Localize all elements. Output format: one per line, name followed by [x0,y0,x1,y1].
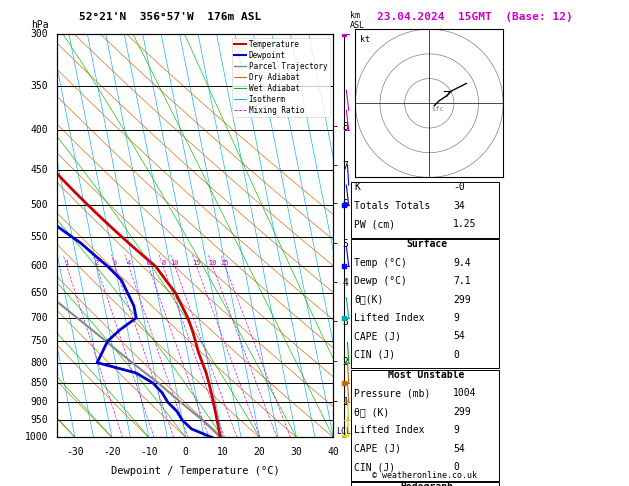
Text: LCL: LCL [336,427,351,436]
Text: 52°21'N  356°57'W  176m ASL: 52°21'N 356°57'W 176m ASL [79,12,261,22]
Text: 2: 2 [94,260,99,266]
Legend: Temperature, Dewpoint, Parcel Trajectory, Dry Adiabat, Wet Adiabat, Isotherm, Mi: Temperature, Dewpoint, Parcel Trajectory… [232,38,330,117]
Text: 700: 700 [31,313,48,323]
Text: 4: 4 [126,260,131,266]
Text: 0: 0 [453,350,459,360]
Text: -0: -0 [453,182,465,192]
Text: 15: 15 [192,260,201,266]
Text: CIN (J): CIN (J) [354,350,395,360]
Text: 25: 25 [221,260,230,266]
Text: 20: 20 [253,448,265,457]
Text: θᴇ(K): θᴇ(K) [354,295,384,305]
Text: θᴇ (K): θᴇ (K) [354,407,389,417]
Text: 450: 450 [31,165,48,175]
Text: sfc: sfc [431,105,445,112]
Text: 400: 400 [31,125,48,136]
Text: 900: 900 [31,397,48,407]
Text: Lifted Index: Lifted Index [354,313,425,323]
Text: 600: 600 [31,261,48,271]
Text: 9: 9 [453,313,459,323]
Text: 1.25: 1.25 [453,219,476,229]
Text: PW (cm): PW (cm) [354,219,395,229]
Text: 800: 800 [31,358,48,367]
Text: 299: 299 [453,407,470,417]
Text: 0: 0 [183,448,189,457]
Text: hPa: hPa [31,20,48,30]
Text: 3: 3 [113,260,117,266]
Text: 9.4: 9.4 [453,258,470,268]
Text: 1: 1 [65,260,69,266]
Text: km
ASL: km ASL [350,11,365,30]
Text: 850: 850 [31,378,48,388]
Text: 950: 950 [31,415,48,425]
Text: © weatheronline.co.uk: © weatheronline.co.uk [372,471,477,480]
Text: 1004: 1004 [453,388,476,399]
Text: 0: 0 [453,462,459,472]
Text: -10: -10 [140,448,158,457]
Text: CAPE (J): CAPE (J) [354,444,401,454]
Text: 40: 40 [328,448,339,457]
Text: 650: 650 [31,288,48,298]
Text: Dewp (°C): Dewp (°C) [354,276,407,286]
Text: 23.04.2024  15GMT  (Base: 12): 23.04.2024 15GMT (Base: 12) [377,12,573,22]
Text: 1000: 1000 [25,433,48,442]
Text: 30: 30 [291,448,303,457]
Text: 6: 6 [147,260,151,266]
Text: K: K [354,182,360,192]
Text: -20: -20 [103,448,121,457]
Text: Temp (°C): Temp (°C) [354,258,407,268]
Text: 20: 20 [208,260,217,266]
Text: 10: 10 [217,448,228,457]
Text: kt: kt [360,35,370,44]
Text: 299: 299 [453,295,470,305]
Text: 300: 300 [31,29,48,39]
Text: 550: 550 [31,232,48,242]
Text: -30: -30 [66,448,84,457]
Text: 10: 10 [170,260,179,266]
Text: 500: 500 [31,200,48,210]
Text: 750: 750 [31,336,48,346]
Text: Surface: Surface [406,239,447,249]
Text: Pressure (mb): Pressure (mb) [354,388,430,399]
Text: CIN (J): CIN (J) [354,462,395,472]
Text: 34: 34 [453,201,465,211]
Text: CAPE (J): CAPE (J) [354,331,401,342]
Text: Dewpoint / Temperature (°C): Dewpoint / Temperature (°C) [111,466,279,476]
Text: Most Unstable: Most Unstable [388,370,465,380]
Text: 8: 8 [161,260,165,266]
Text: Hodograph: Hodograph [400,482,453,486]
Text: 9: 9 [453,425,459,435]
Text: 54: 54 [453,444,465,454]
Text: Lifted Index: Lifted Index [354,425,425,435]
Text: Totals Totals: Totals Totals [354,201,430,211]
Text: 54: 54 [453,331,465,342]
Text: 7.1: 7.1 [453,276,470,286]
Text: 350: 350 [31,81,48,91]
